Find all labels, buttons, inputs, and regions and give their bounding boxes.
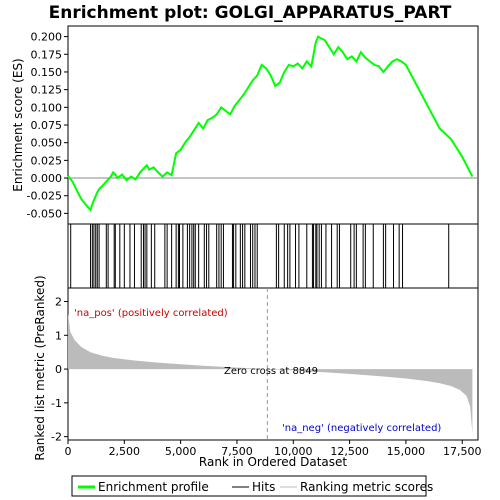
- metric-y-axis: -2 -1 0 1 2: [51, 296, 68, 444]
- metric-panel-frame: [67, 287, 479, 441]
- metric-y-tick-label: 1: [55, 329, 62, 342]
- x-axis-label: Rank in Ordered Dataset: [199, 455, 347, 469]
- es-axis-label: Enrichment score (ES): [11, 58, 25, 191]
- x-tick-label: 2,500: [109, 445, 141, 458]
- es-y-tick-label: 0.100: [31, 101, 63, 114]
- hits-panel-frame: [67, 223, 479, 289]
- es-y-axis: -0.050 -0.025 0.000 0.025 0.050 0.075 0.100 0.1…: [27, 31, 68, 220]
- x-tick-label: 5,000: [165, 445, 197, 458]
- metric-y-tick-label: -1: [51, 397, 62, 410]
- x-tick-label: 10,000: [274, 445, 313, 458]
- chart-title: Enrichment plot: GOLGI_APPARATUS_PART: [49, 3, 452, 23]
- es-y-tick-label: -0.025: [27, 190, 62, 203]
- es-y-tick-label: 0.050: [31, 137, 63, 150]
- metric-y-tick-label: 2: [55, 296, 62, 309]
- es-y-tick-label: 0.025: [31, 154, 63, 167]
- x-axis: 0 2,500 5,000 7,500 10,000 12,500 15,000 17,500: [65, 440, 482, 458]
- es-y-tick-label: 0.175: [31, 48, 63, 61]
- metric-axis-label: Ranked list metric (PreRanked): [33, 275, 47, 460]
- es-y-tick-label: 0.150: [31, 66, 63, 79]
- es-y-tick-label: 0.125: [31, 84, 63, 97]
- metric-y-tick-label: 0: [55, 363, 62, 376]
- es-y-tick-label: 0.200: [31, 31, 63, 44]
- metric-y-tick-label: -2: [51, 431, 62, 444]
- negative-correlated-label: 'na_neg' (negatively correlated): [282, 423, 441, 434]
- x-tick-label: 0: [65, 445, 72, 458]
- hits-marks: [70, 224, 450, 288]
- zero-cross-label: Zero cross at 8849: [224, 366, 318, 377]
- x-tick-label: 12,500: [330, 445, 369, 458]
- legend-profile-label: Enrichment profile: [98, 480, 209, 494]
- legend-metric-label: Ranking metric scores: [300, 480, 433, 494]
- metric-plot-area: [68, 288, 473, 440]
- legend-hits-label: Hits: [252, 480, 275, 494]
- x-tick-label: 17,500: [443, 445, 482, 458]
- es-panel-frame: [67, 25, 479, 225]
- legend-box: [71, 475, 427, 497]
- x-tick-label: 15,000: [387, 445, 426, 458]
- x-tick-label: 7,500: [221, 445, 253, 458]
- es-plot-area: [67, 35, 478, 212]
- es-y-tick-label: 0.000: [31, 172, 63, 185]
- positive-correlated-label: 'na_pos' (positively correlated): [74, 308, 228, 319]
- enrichment-profile-line: [67, 35, 474, 212]
- es-y-tick-label: 0.075: [31, 119, 63, 132]
- es-y-tick-label: -0.050: [27, 207, 62, 220]
- ranking-metric-area: [68, 313, 473, 434]
